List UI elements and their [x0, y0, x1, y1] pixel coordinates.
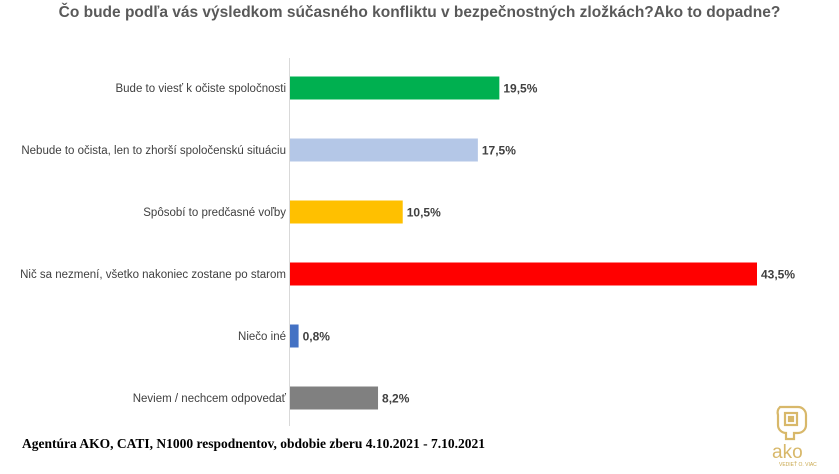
ako-logo-tagline: VEDIEŤ O. VIAC	[779, 460, 817, 468]
bar	[290, 76, 500, 100]
bar-row: Bude to viesť k očiste spoločnosti 19,5%	[115, 76, 538, 100]
bar	[290, 262, 757, 286]
category-label: Niečo iné	[238, 331, 286, 343]
bar	[290, 386, 379, 410]
value-label: 8,2%	[382, 392, 410, 406]
value-label: 43,5%	[761, 268, 795, 282]
bar-row: Nebude to očista, len to zhorší spoločen…	[21, 138, 516, 162]
ako-logo: ako VEDIEŤ O. VIAC	[770, 403, 830, 469]
category-label: Spôsobí to predčasné voľby	[143, 207, 286, 219]
bar-row: Neviem / nechcem odpovedať 8,2%	[133, 386, 410, 410]
value-label: 19,5%	[503, 82, 537, 96]
ako-logo-icon	[776, 405, 808, 441]
bar	[290, 138, 478, 162]
bar-row: Nič sa nezmení, všetko nakoniec zostane …	[20, 262, 795, 286]
ako-logo-text: ako	[772, 442, 803, 463]
value-label: 17,5%	[482, 144, 516, 158]
bar-row: Niečo iné 0,8%	[238, 324, 331, 348]
chart-title: Čo bude podľa vás výsledkom súčasného ko…	[58, 4, 781, 21]
category-label: Nebude to očista, len to zhorší spoločen…	[21, 145, 286, 157]
bar	[290, 324, 299, 348]
source-footnote: Agentúra AKO, CATI, N1000 respodnentov, …	[22, 436, 486, 451]
value-label: 0,8%	[303, 330, 331, 344]
bar	[290, 200, 403, 224]
category-label: Nič sa nezmení, všetko nakoniec zostane …	[20, 269, 286, 281]
bar-row: Spôsobí to predčasné voľby 10,5%	[143, 200, 441, 224]
value-label: 10,5%	[407, 206, 441, 220]
category-label: Neviem / nechcem odpovedať	[133, 393, 287, 405]
category-label: Bude to viesť k očiste spoločnosti	[115, 83, 286, 95]
